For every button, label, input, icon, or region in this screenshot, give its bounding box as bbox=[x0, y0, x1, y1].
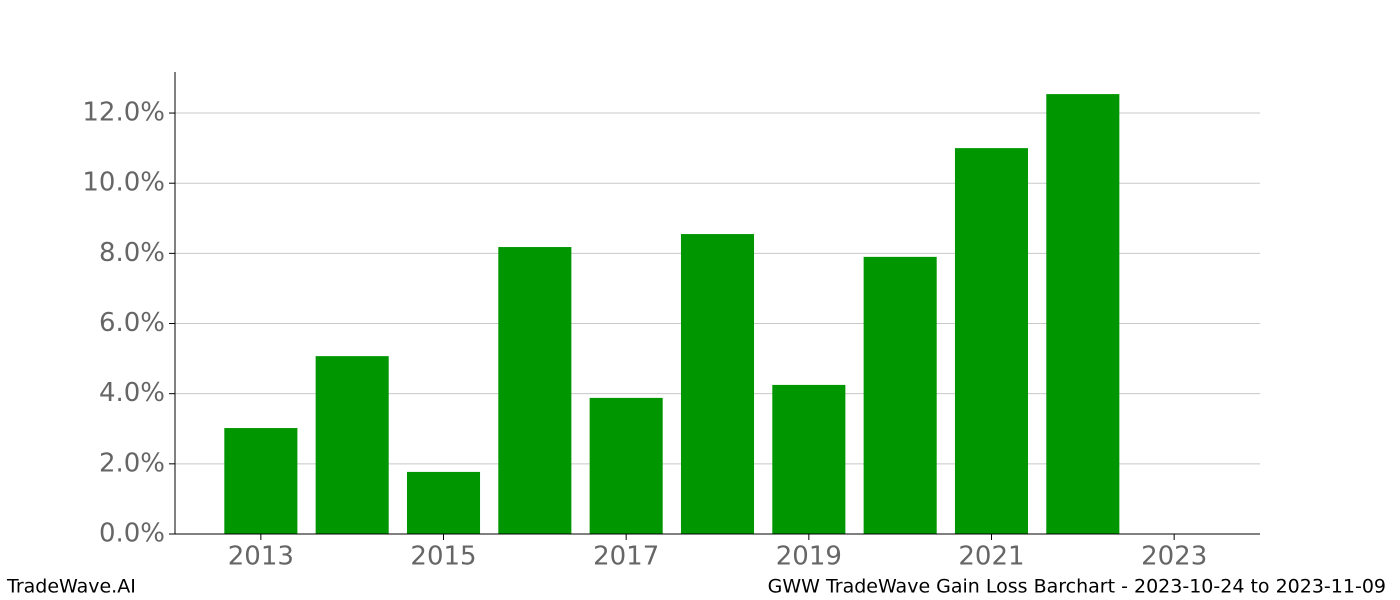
bar bbox=[680, 234, 755, 534]
x-tick-label: 2015 bbox=[410, 542, 476, 572]
y-tick-label: 4.0% bbox=[99, 378, 165, 408]
y-tick-label: 6.0% bbox=[99, 308, 165, 338]
x-tick-label: 2023 bbox=[1141, 542, 1207, 572]
source: TradeWave.AI bbox=[6, 576, 136, 598]
y-tick-label: 8.0% bbox=[99, 238, 165, 268]
bar bbox=[315, 356, 389, 534]
x-tick-label: 2019 bbox=[776, 542, 842, 572]
bar bbox=[498, 247, 572, 534]
y-tick-label: 0.0% bbox=[99, 519, 165, 549]
bar bbox=[863, 256, 937, 534]
bar bbox=[1046, 94, 1120, 535]
x-tick-label: 2017 bbox=[593, 542, 659, 572]
x-tick-label: 2021 bbox=[958, 542, 1024, 572]
y-tick-label: 12.0% bbox=[82, 98, 165, 128]
y-tick-label: 10.0% bbox=[82, 168, 165, 198]
bar bbox=[406, 471, 481, 534]
bar bbox=[224, 428, 298, 534]
bar bbox=[589, 397, 663, 534]
bar bbox=[772, 384, 846, 534]
bar bbox=[954, 148, 1029, 535]
y-tick-label: 2.0% bbox=[99, 448, 165, 478]
chart-title: GWW TradeWave Gain Loss Barchart - 2023-… bbox=[768, 576, 1386, 598]
x-tick-label: 2013 bbox=[228, 542, 294, 572]
